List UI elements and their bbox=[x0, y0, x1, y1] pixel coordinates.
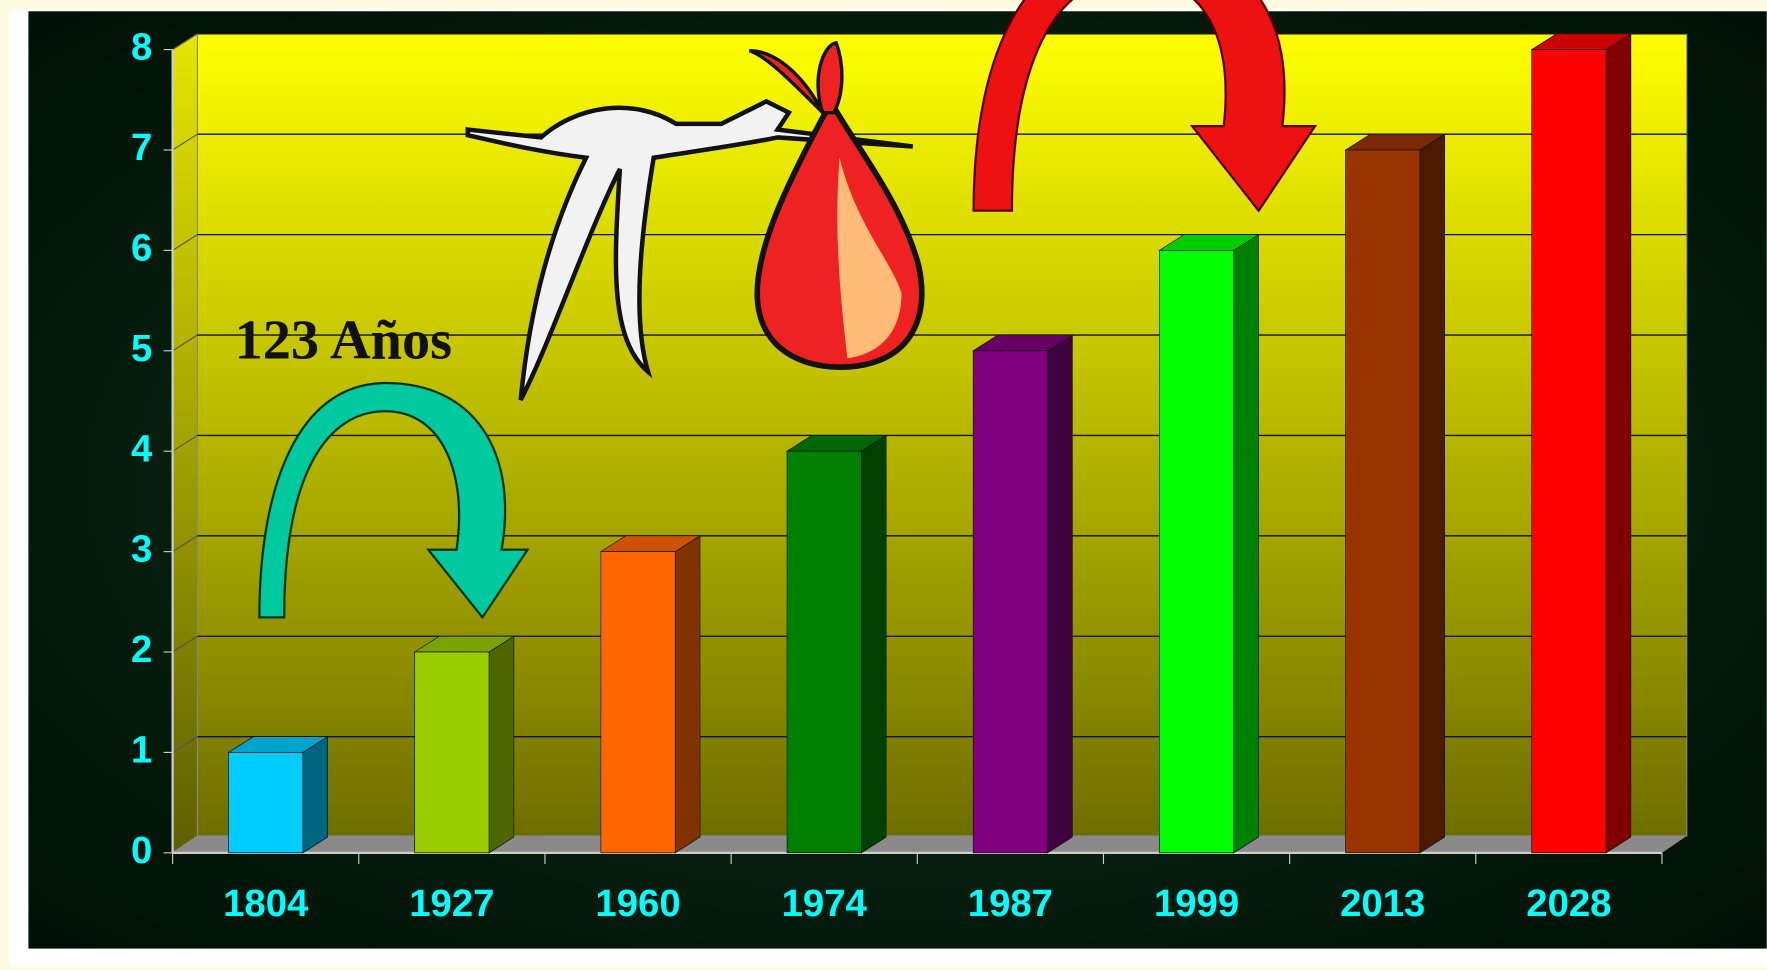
bar bbox=[1346, 150, 1420, 853]
bar-side bbox=[1606, 34, 1631, 853]
y-tick-label: 0 bbox=[131, 829, 152, 872]
bar-side bbox=[861, 435, 886, 852]
bar bbox=[1532, 50, 1606, 853]
y-tick-label: 7 bbox=[131, 126, 152, 169]
annotation: 123 Años bbox=[235, 309, 453, 371]
x-tick-label: 1987 bbox=[968, 882, 1053, 925]
bar-side bbox=[489, 636, 514, 853]
y-tick-label: 6 bbox=[131, 227, 152, 270]
bar bbox=[601, 552, 675, 853]
bar-side bbox=[675, 536, 700, 853]
x-tick-label: 1960 bbox=[595, 882, 680, 925]
x-tick-label: 2013 bbox=[1340, 882, 1425, 925]
bar bbox=[973, 351, 1047, 853]
y-tick-label: 4 bbox=[131, 427, 153, 470]
bar bbox=[1159, 250, 1233, 852]
y-tick-label: 2 bbox=[131, 628, 152, 671]
bar-side bbox=[1234, 235, 1259, 853]
bar-side bbox=[303, 737, 328, 853]
chart: 0 1 2 3 4 5 6 7 8 1804 1927 1960 1974 1987 1999 2013 202… bbox=[0, 0, 1767, 970]
bar bbox=[415, 652, 489, 853]
x-tick-label: 2028 bbox=[1526, 882, 1611, 925]
y-tick-label: 3 bbox=[131, 528, 152, 571]
bar bbox=[787, 451, 861, 853]
y-tick-label: 8 bbox=[131, 26, 152, 69]
x-tick-label: 1999 bbox=[1154, 882, 1239, 925]
y-tick-label: 1 bbox=[131, 729, 152, 772]
floor bbox=[173, 836, 1687, 853]
y-tick-label: 5 bbox=[131, 327, 152, 370]
x-tick-label: 1927 bbox=[409, 882, 494, 925]
bar-side bbox=[1048, 335, 1073, 853]
x-tick-label: 1974 bbox=[782, 882, 868, 925]
plot-area bbox=[173, 34, 1687, 853]
bar bbox=[229, 752, 303, 852]
bar-side bbox=[1420, 134, 1445, 853]
x-tick-label: 1804 bbox=[223, 882, 309, 925]
